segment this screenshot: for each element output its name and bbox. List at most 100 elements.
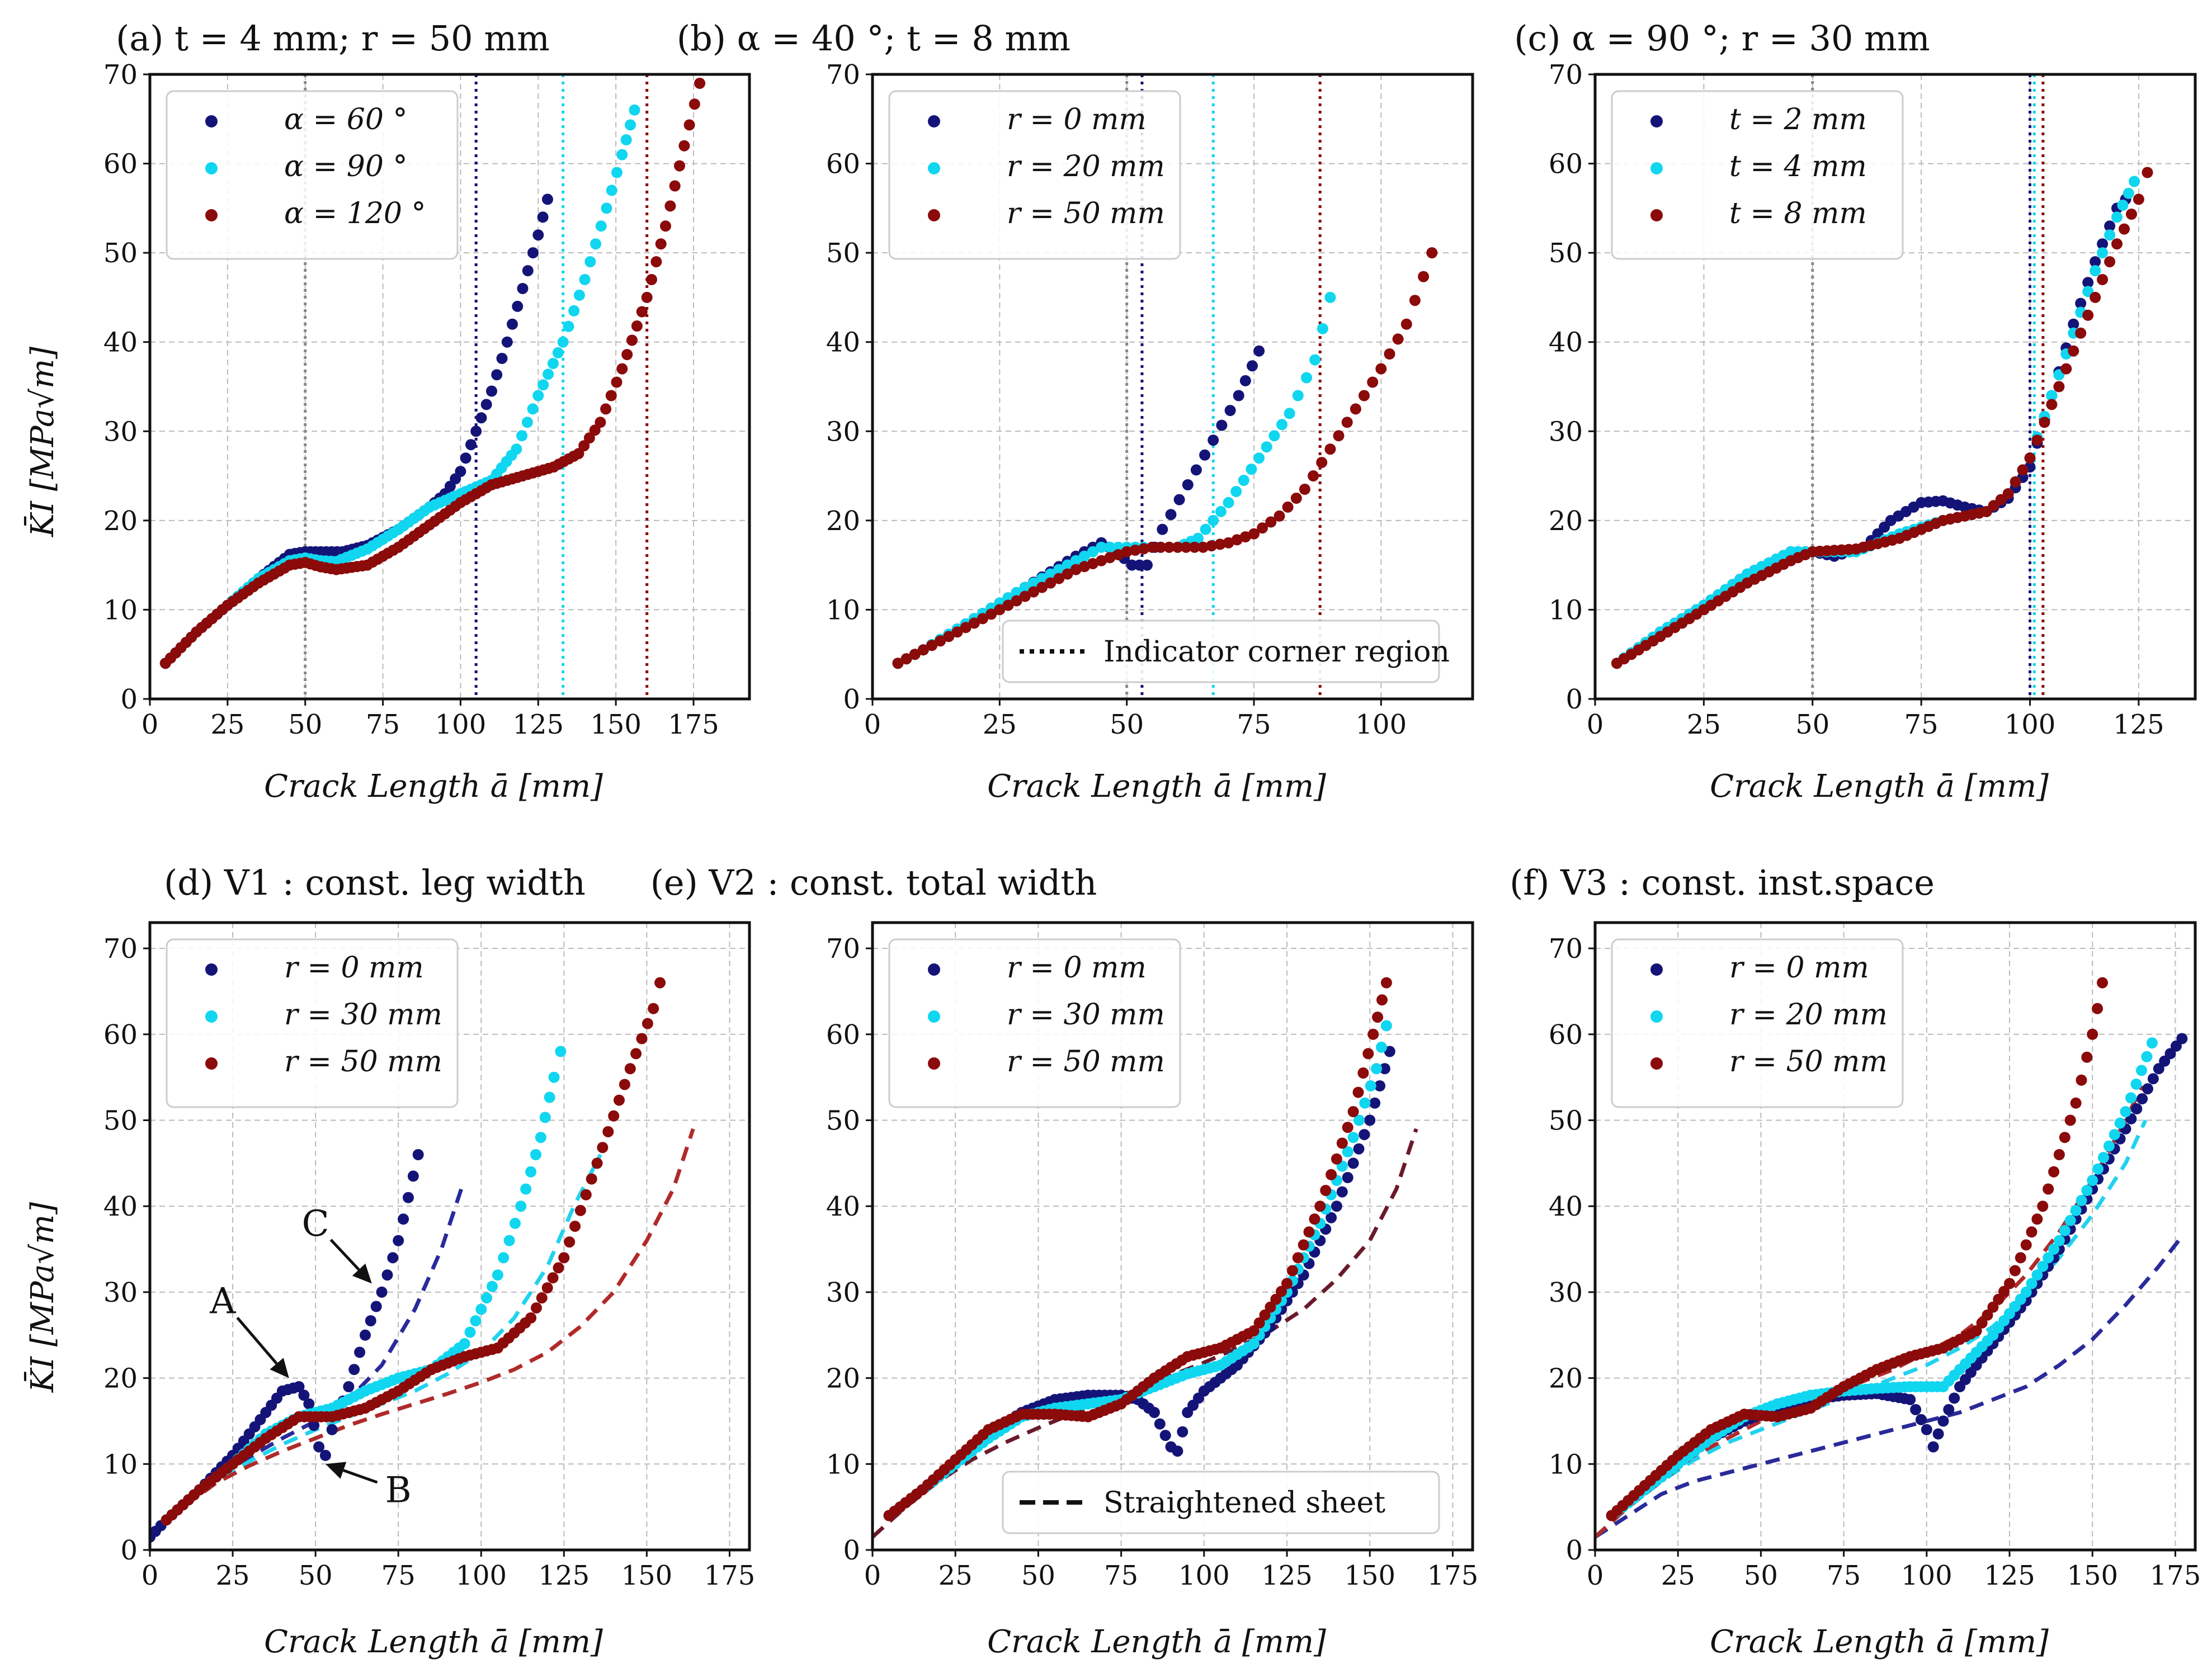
panel-d-ytick-label: 10 <box>103 1449 138 1480</box>
panel-d-annotation-arrowhead <box>325 1462 347 1479</box>
panel-b-data-point <box>1215 505 1227 517</box>
panel-d-annotation-A: A <box>209 1280 236 1322</box>
panel-a-xtick-label: 25 <box>210 709 244 740</box>
panel-a-data-point <box>626 334 638 346</box>
panel-f-data-point <box>1937 1415 1949 1427</box>
panel-e-data-point <box>1292 1252 1304 1264</box>
panel-e-extra-legend-box <box>1002 1471 1440 1534</box>
panel-e-extra-legend: Straightened sheet <box>1002 1471 1440 1534</box>
panel-b-data-point <box>951 626 963 638</box>
panel-f-xtick-label: 0 <box>1587 1560 1604 1591</box>
panel-b-data-point <box>1199 449 1211 461</box>
panel-a-data-point <box>660 220 671 232</box>
panel-e-data-point <box>1369 1097 1381 1109</box>
panel-b-data-point <box>1308 470 1319 482</box>
panel-b-data-point <box>1053 564 1065 575</box>
panel-e-data-point <box>1309 1213 1320 1225</box>
panel-d-data-point <box>547 1272 559 1284</box>
panel-a-data-point <box>589 424 601 436</box>
panel-b-data-point <box>1333 430 1345 442</box>
panel-f-legend-label: r = 20 mm <box>1729 998 1888 1032</box>
panel-a-data-point <box>542 193 553 205</box>
panel-d: 0 25 50 75 100 125 150 175 0 10 20 30 40 50 60 70 A B Cr =… <box>103 921 755 1591</box>
panel-a-data-point <box>455 466 466 478</box>
panel-d-ytick-label: 20 <box>103 1363 138 1395</box>
panel-a-data-point <box>470 426 482 437</box>
panel-f-data-point <box>2037 1260 2049 1272</box>
panel-e-legend-label: r = 50 mm <box>1007 1045 1165 1079</box>
panel-d-data-point <box>464 1326 476 1338</box>
panel-a-data-point <box>460 452 471 464</box>
panel-f-data-point <box>2053 1235 2065 1246</box>
panel-b-data-point <box>1200 523 1211 535</box>
panel-b-data-point <box>1418 271 1430 282</box>
panel-f-data-point <box>1927 1441 1939 1453</box>
panel-b-data-point <box>1274 510 1285 522</box>
panel-b-legend-label: r = 0 mm <box>1007 103 1147 136</box>
panel-f-dashed-curve <box>1595 1119 2148 1539</box>
panel-c-data-point <box>2039 417 2050 428</box>
panel-a-data-point <box>631 320 643 332</box>
panel-c-legend-marker <box>1650 209 1663 221</box>
panel-c-data-point <box>2068 318 2079 330</box>
panel-d-data-point <box>313 1441 325 1453</box>
panel-b-data-point <box>1165 509 1177 521</box>
panel-a-legend-marker <box>205 209 218 221</box>
panel-b-data-point <box>1096 541 1107 553</box>
panel-f-data-point <box>2142 1083 2153 1095</box>
panel-a-data-point <box>595 417 606 428</box>
panel-f-data-point <box>2087 1175 2098 1187</box>
panel-b-legend-label: r = 50 mm <box>1007 197 1165 230</box>
panel-a-xtick-label: 75 <box>366 709 400 740</box>
panel-b-data-point <box>1367 376 1379 388</box>
panel-d-ytick-label: 30 <box>103 1277 138 1308</box>
panel-e-data-point <box>1320 1185 1332 1196</box>
panel-b-data-point <box>1011 587 1022 598</box>
panel-e-title: (e) V2 : const. total width <box>650 862 1097 903</box>
panel-d-data-point <box>602 1126 614 1137</box>
panel-e-data-point <box>1380 1020 1392 1032</box>
panel-a-legend-label: α = 120 ° <box>284 197 426 230</box>
panel-f-data-point <box>2015 1252 2026 1264</box>
panel-d-data-point <box>360 1329 371 1341</box>
panel-c-data-point <box>2053 381 2065 393</box>
panel-a-data-point <box>543 368 554 380</box>
panel-e-xtick-label: 0 <box>864 1560 881 1591</box>
panel-a-legend-label: α = 60 ° <box>284 103 407 136</box>
panel-b-data-point <box>1147 541 1158 553</box>
panel-b-data-point <box>1290 493 1302 504</box>
panel-e-data-point <box>1362 1048 1374 1060</box>
panel-a-data-point <box>517 283 529 294</box>
panel-c-data-point <box>2126 209 2137 220</box>
panel-c-data-point <box>2104 229 2116 241</box>
panel-e-data-point <box>1336 1137 1348 1149</box>
panel-e-data-point <box>1342 1172 1353 1183</box>
panel-d-dashed-curve <box>150 1128 695 1539</box>
panel-e-data-point <box>1154 1418 1166 1430</box>
panel-b-data-point <box>1053 573 1065 584</box>
panel-e-series <box>883 977 1392 1521</box>
panel-c-data-point <box>2082 309 2094 321</box>
panel-d-data-point <box>515 1200 527 1212</box>
panel-d-data-point <box>475 1303 487 1315</box>
panel-e-legend: r = 0 mm r = 30 mm r = 50 mm <box>888 938 1181 1108</box>
panel-e-data-point <box>1276 1285 1287 1297</box>
panel-b-data-point <box>1188 541 1200 553</box>
panel-b-data-point <box>1070 555 1082 566</box>
panel-d-data-point <box>376 1286 388 1298</box>
panel-b-data-point <box>1400 318 1412 330</box>
panel-e-data-point <box>1353 1114 1365 1126</box>
panel-a-data-point <box>621 349 633 361</box>
panel-c-data-point <box>2119 223 2130 235</box>
panel-a-plot-area <box>159 74 706 699</box>
panel-d-data-point <box>387 1252 399 1264</box>
panel-e-data-point <box>1172 1445 1183 1457</box>
panel-f-data-point <box>2020 1286 2032 1298</box>
panel-a-data-point <box>557 336 569 348</box>
panel-f-data-point <box>2070 1097 2082 1109</box>
panel-f-data-point <box>2076 1074 2087 1086</box>
panel-a-ytick-label: 70 <box>103 59 138 91</box>
panel-c-data-point <box>2090 256 2101 268</box>
panel-d-data-point <box>525 1312 537 1324</box>
panel-f-data-point <box>2020 1239 2032 1251</box>
